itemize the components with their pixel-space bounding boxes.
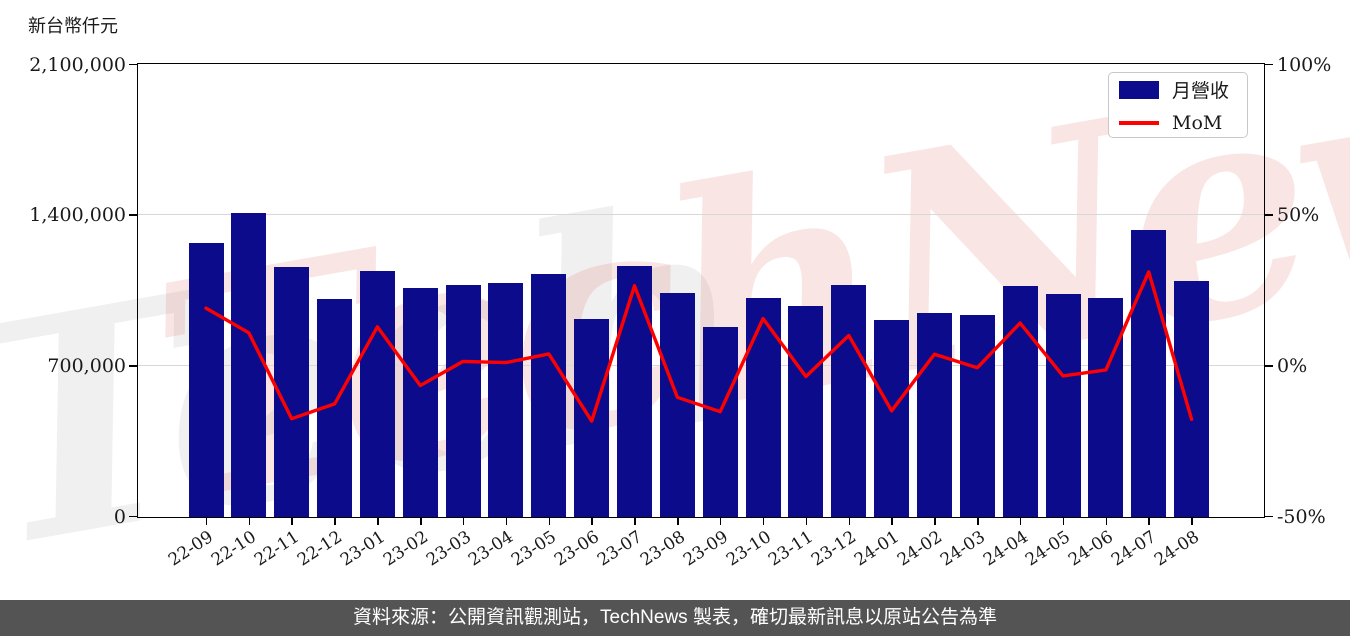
bottom-tick-mark xyxy=(634,518,636,525)
gridline xyxy=(138,214,1264,216)
right-ytick-label: 100% xyxy=(1277,53,1332,76)
revenue-bar-23-11 xyxy=(788,306,824,517)
bottom-tick-mark xyxy=(805,518,808,525)
right-tick-mark xyxy=(1265,63,1273,66)
revenue-bar-23-12 xyxy=(831,285,867,517)
revenue-bar-24-02 xyxy=(916,313,952,517)
revenue-bar-24-08 xyxy=(1174,280,1210,517)
bottom-tick-mark xyxy=(1105,518,1108,525)
right-ytick-label: 50% xyxy=(1277,204,1320,227)
bottom-tick-mark xyxy=(934,518,936,525)
bottom-tick-mark xyxy=(719,518,722,525)
xtick-label-23-10: 23-10 xyxy=(722,527,775,571)
left-tick-mark xyxy=(129,515,137,518)
revenue-bar-23-01 xyxy=(359,271,395,517)
revenue-bar-23-09 xyxy=(702,327,738,517)
left-tick-mark xyxy=(129,365,137,367)
bottom-tick-mark xyxy=(1062,518,1065,525)
mom-polyline xyxy=(204,270,1194,423)
revenue-bar-24-01 xyxy=(874,320,910,517)
xtick-label-23-03: 23-03 xyxy=(422,527,475,571)
revenue-bar-24-03 xyxy=(959,314,995,517)
revenue-bar-23-05 xyxy=(531,273,567,517)
bottom-tick-mark xyxy=(762,518,765,525)
right-ytick-label: -50% xyxy=(1277,505,1326,528)
mom-line xyxy=(204,270,1194,423)
legend-line-label: MoM xyxy=(1172,112,1223,134)
revenue-bar-23-03 xyxy=(445,284,481,517)
xtick-label-22-09: 22-09 xyxy=(165,527,218,571)
left-ytick-label: 1,400,000 xyxy=(29,204,126,227)
revenue-bar-24-06 xyxy=(1088,297,1124,517)
revenue-bar-23-08 xyxy=(659,292,695,517)
bottom-tick-mark xyxy=(205,518,208,525)
right-ytick-label: 0% xyxy=(1277,354,1308,377)
bottom-tick-mark xyxy=(1019,518,1022,525)
bottom-tick-mark xyxy=(677,518,679,525)
xtick-label-23-05: 23-05 xyxy=(508,527,561,571)
bottom-tick-mark xyxy=(548,518,551,525)
legend-bar-swatch xyxy=(1119,80,1159,99)
xtick-label-23-02: 23-02 xyxy=(379,527,432,571)
legend: 月營收 MoM xyxy=(1108,72,1248,138)
plot-area xyxy=(137,63,1265,518)
right-tick-mark xyxy=(1265,515,1273,518)
left-ytick-label: 0 xyxy=(113,505,126,528)
xtick-label-23-09: 23-09 xyxy=(679,527,732,571)
bottom-tick-mark xyxy=(334,518,336,525)
bottom-tick-mark xyxy=(1191,518,1193,525)
left-ytick-label: 700,000 xyxy=(47,354,126,377)
xtick-label-24-07: 24-07 xyxy=(1108,527,1161,571)
revenue-bar-23-04 xyxy=(488,282,524,517)
bottom-tick-mark xyxy=(891,518,893,525)
bottom-tick-mark xyxy=(848,518,850,525)
xtick-label-24-04: 24-04 xyxy=(979,527,1032,571)
right-tick-mark xyxy=(1265,214,1273,216)
legend-line-swatch xyxy=(1119,121,1159,125)
bottom-tick-mark xyxy=(462,518,465,525)
legend-bar-label: 月營收 xyxy=(1172,80,1230,102)
bottom-tick-mark xyxy=(291,518,293,525)
revenue-bar-22-09 xyxy=(188,243,224,517)
xtick-label-22-10: 22-10 xyxy=(208,527,261,571)
xtick-label-23-11: 23-11 xyxy=(765,527,818,571)
xtick-label-24-06: 24-06 xyxy=(1065,527,1118,571)
right-tick-mark xyxy=(1265,365,1273,367)
xtick-label-24-02: 24-02 xyxy=(893,527,946,571)
bottom-tick-mark xyxy=(377,518,379,525)
revenue-bar-23-02 xyxy=(402,287,438,517)
bottom-tick-mark xyxy=(977,518,979,525)
xtick-label-23-01: 23-01 xyxy=(336,527,389,571)
xtick-label-23-08: 23-08 xyxy=(636,527,689,571)
xtick-label-22-12: 22-12 xyxy=(293,527,346,571)
gridline xyxy=(138,364,1264,366)
left-tick-mark xyxy=(129,214,137,216)
bottom-tick-mark xyxy=(420,518,422,525)
revenue-bar-22-10 xyxy=(231,213,267,517)
revenue-bar-23-07 xyxy=(617,266,652,517)
xtick-label-24-01: 24-01 xyxy=(851,527,904,571)
left-tick-mark xyxy=(129,63,137,66)
bottom-tick-mark xyxy=(591,518,593,525)
legend-entry-revenue: 月營收 xyxy=(1119,76,1237,103)
xtick-label-23-07: 23-07 xyxy=(593,527,646,571)
xtick-label-24-08: 24-08 xyxy=(1150,527,1203,571)
revenue-bar-24-05 xyxy=(1045,294,1081,517)
xtick-label-22-11: 22-11 xyxy=(251,527,304,571)
xtick-label-24-05: 24-05 xyxy=(1022,527,1075,571)
bottom-tick-mark xyxy=(248,518,251,525)
legend-entry-mom: MoM xyxy=(1119,112,1237,134)
bottom-tick-mark xyxy=(1148,518,1150,525)
left-axis-unit-label: 新台幣仟元 xyxy=(28,16,118,37)
source-footer: 資料來源：公開資訊觀測站，TechNews 製表，確切最新訊息以原站公告為準 xyxy=(0,600,1350,636)
xtick-label-23-12: 23-12 xyxy=(808,527,861,571)
left-ytick-label: 2,100,000 xyxy=(29,53,126,76)
xtick-label-23-04: 23-04 xyxy=(465,527,518,571)
xtick-label-24-03: 24-03 xyxy=(936,527,989,571)
bottom-tick-mark xyxy=(505,518,508,525)
xtick-label-23-06: 23-06 xyxy=(551,527,604,571)
